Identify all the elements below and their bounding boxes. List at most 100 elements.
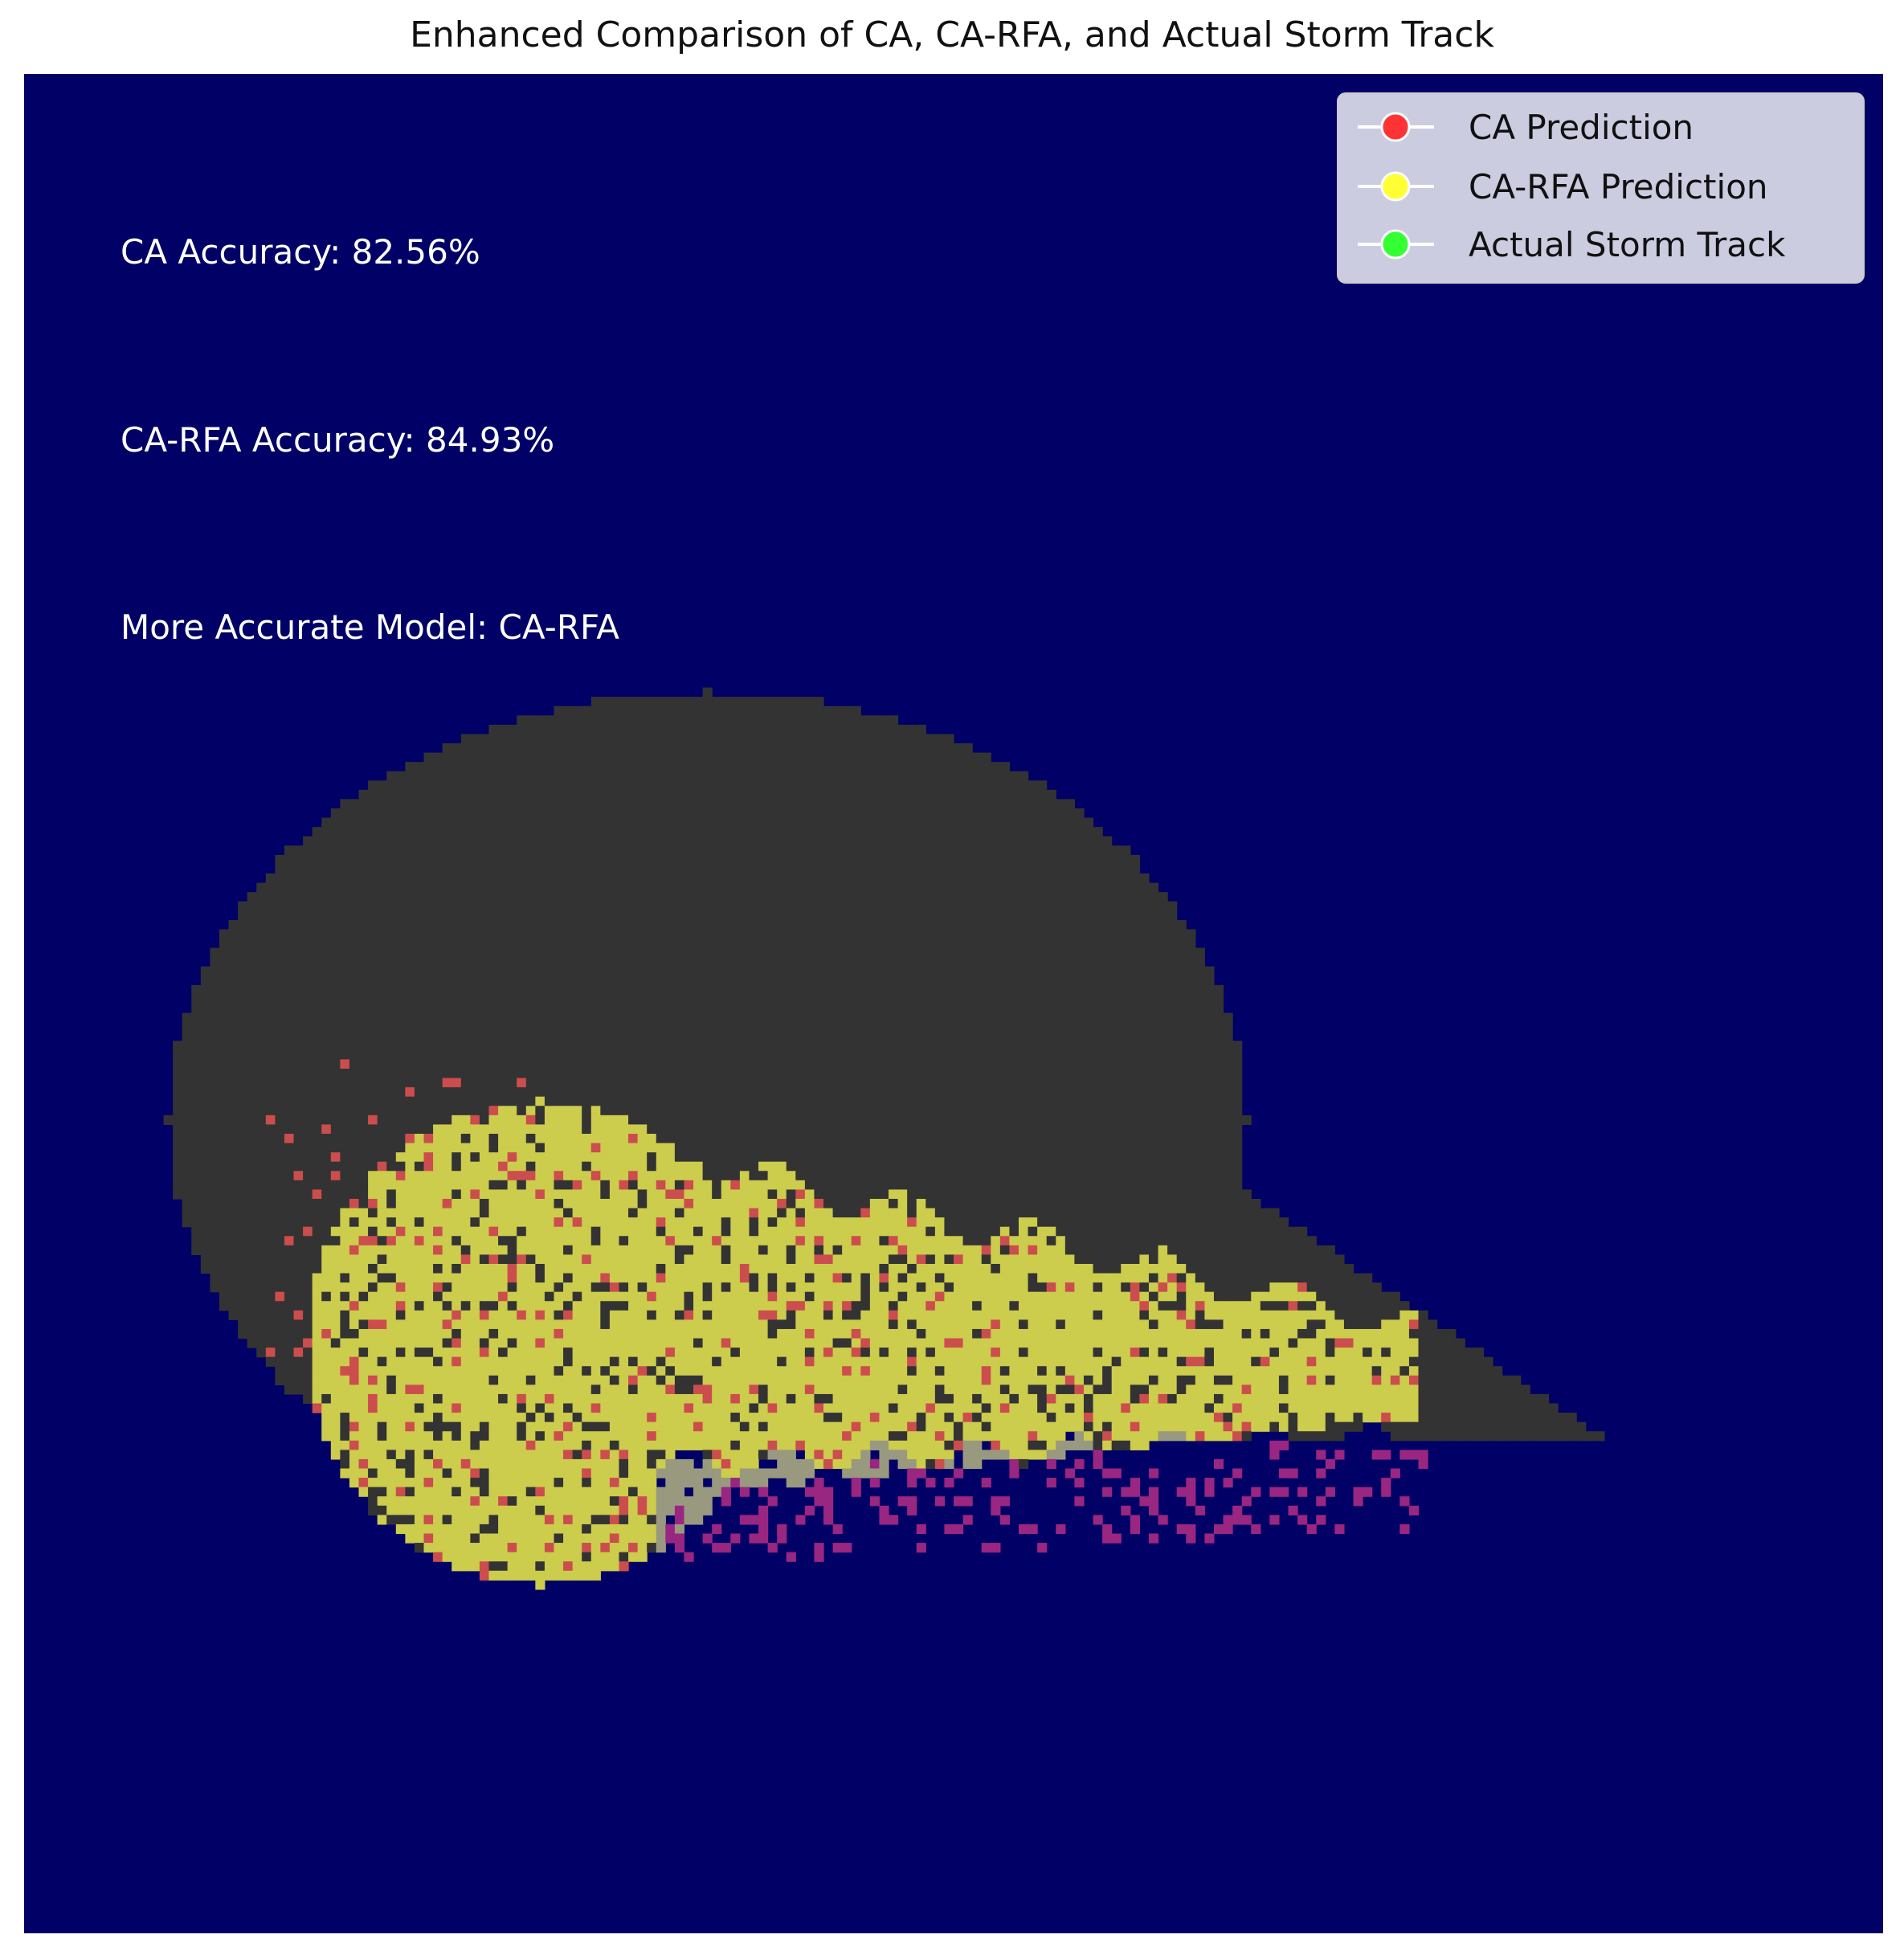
heatmap-cell bbox=[321, 929, 332, 939]
heatmap-cell bbox=[1037, 1041, 1048, 1051]
heatmap-cell bbox=[889, 1171, 899, 1181]
heatmap-cell bbox=[525, 827, 536, 837]
heatmap-cell bbox=[479, 827, 490, 837]
heatmap-cell bbox=[433, 1124, 443, 1135]
heatmap-cell bbox=[238, 1152, 248, 1163]
heatmap-cell bbox=[377, 966, 387, 976]
heatmap-cell bbox=[637, 1161, 648, 1172]
heatmap-cell bbox=[758, 1115, 769, 1126]
heatmap-cell bbox=[609, 892, 620, 902]
heatmap-cell bbox=[191, 1078, 202, 1088]
heatmap-cell bbox=[238, 1180, 248, 1190]
heatmap-cell bbox=[889, 1161, 899, 1172]
heatmap-cell bbox=[498, 929, 509, 939]
heatmap-cell bbox=[860, 854, 871, 865]
heatmap-cell bbox=[702, 1171, 713, 1181]
heatmap-cell bbox=[572, 799, 582, 809]
heatmap-cell bbox=[330, 1115, 341, 1126]
heatmap-cell bbox=[795, 697, 806, 707]
heatmap-cell bbox=[1102, 1059, 1113, 1070]
heatmap-cell bbox=[889, 957, 899, 967]
heatmap-cell bbox=[721, 697, 731, 707]
heatmap-cell bbox=[934, 1143, 946, 1153]
heatmap-cell bbox=[182, 1041, 192, 1051]
heatmap-cell bbox=[619, 1004, 629, 1014]
heatmap-cell bbox=[423, 1059, 434, 1070]
heatmap-cell bbox=[1056, 994, 1066, 1004]
heatmap-cell bbox=[377, 892, 387, 902]
heatmap-cell bbox=[897, 994, 908, 1004]
heatmap-cell bbox=[600, 845, 611, 856]
heatmap-cell bbox=[693, 827, 704, 837]
heatmap-cell bbox=[256, 1087, 267, 1098]
heatmap-cell bbox=[637, 1049, 648, 1061]
heatmap-cell bbox=[498, 1133, 509, 1144]
heatmap-cell bbox=[1102, 1161, 1113, 1172]
heatmap-cell bbox=[749, 734, 759, 744]
heatmap-cell bbox=[999, 873, 1011, 884]
heatmap-cell bbox=[498, 1068, 509, 1079]
heatmap-cell bbox=[1046, 1161, 1056, 1172]
heatmap-cell bbox=[767, 984, 778, 996]
heatmap-cell bbox=[944, 1087, 954, 1098]
heatmap-cell bbox=[479, 1031, 490, 1041]
heatmap-cell bbox=[1130, 1012, 1140, 1023]
heatmap-cell bbox=[312, 939, 322, 949]
heatmap-cell bbox=[972, 939, 983, 949]
heatmap-cell bbox=[702, 957, 713, 967]
heatmap-cell bbox=[219, 984, 230, 996]
heatmap-cell bbox=[1064, 1078, 1076, 1088]
heatmap-cell bbox=[934, 780, 946, 791]
heatmap-cell bbox=[563, 734, 574, 744]
heatmap-cell bbox=[590, 873, 601, 884]
heatmap-cell bbox=[962, 1161, 973, 1172]
heatmap-cell bbox=[1018, 1106, 1029, 1116]
heatmap-cell bbox=[507, 1171, 517, 1181]
heatmap-cell bbox=[656, 762, 666, 772]
heatmap-cell bbox=[925, 984, 936, 996]
heatmap-cell bbox=[749, 1124, 759, 1135]
heatmap-cell bbox=[395, 957, 406, 967]
heatmap-cell bbox=[851, 1124, 861, 1135]
heatmap-cell bbox=[972, 1143, 983, 1153]
heatmap-cell bbox=[340, 1022, 350, 1033]
heatmap-cell bbox=[563, 1004, 574, 1014]
heatmap-cell bbox=[879, 715, 889, 726]
heatmap-cell bbox=[647, 873, 657, 884]
heatmap-cell bbox=[1130, 873, 1140, 884]
heatmap-cell bbox=[284, 975, 295, 986]
heatmap-cell bbox=[656, 1143, 666, 1153]
heatmap-cell bbox=[684, 752, 694, 763]
heatmap-cell bbox=[758, 1171, 769, 1181]
heatmap-cell bbox=[256, 1115, 267, 1126]
heatmap-cell bbox=[1102, 1068, 1113, 1079]
heatmap-cell bbox=[795, 1143, 806, 1153]
heatmap-cell bbox=[563, 929, 574, 939]
heatmap-cell bbox=[544, 1059, 555, 1070]
heatmap-cell bbox=[517, 1106, 527, 1116]
heatmap-cell bbox=[693, 789, 704, 800]
heatmap-cell bbox=[944, 892, 954, 902]
heatmap-cell bbox=[749, 1059, 759, 1070]
heatmap-cell bbox=[386, 1180, 397, 1190]
heatmap-cell bbox=[293, 929, 304, 939]
heatmap-cell bbox=[340, 1143, 350, 1153]
heatmap-cell bbox=[916, 743, 926, 754]
heatmap-cell bbox=[525, 1031, 536, 1041]
heatmap-cell bbox=[265, 994, 276, 1004]
heatmap-cell bbox=[563, 1152, 574, 1163]
heatmap-cell bbox=[275, 910, 285, 921]
heatmap-cell bbox=[395, 1161, 406, 1172]
heatmap-cell bbox=[442, 789, 452, 800]
heatmap-cell bbox=[832, 1115, 843, 1126]
heatmap-cell bbox=[889, 734, 899, 744]
heatmap-cell bbox=[563, 854, 574, 865]
heatmap-cell bbox=[972, 1004, 983, 1014]
heatmap-cell bbox=[368, 1106, 378, 1116]
heatmap-cell bbox=[451, 817, 462, 828]
heatmap-cell bbox=[563, 1161, 574, 1172]
heatmap-cell bbox=[377, 1022, 387, 1033]
heatmap-cell bbox=[525, 882, 536, 893]
heatmap-cell bbox=[423, 1143, 434, 1153]
heatmap-cell bbox=[470, 947, 480, 958]
